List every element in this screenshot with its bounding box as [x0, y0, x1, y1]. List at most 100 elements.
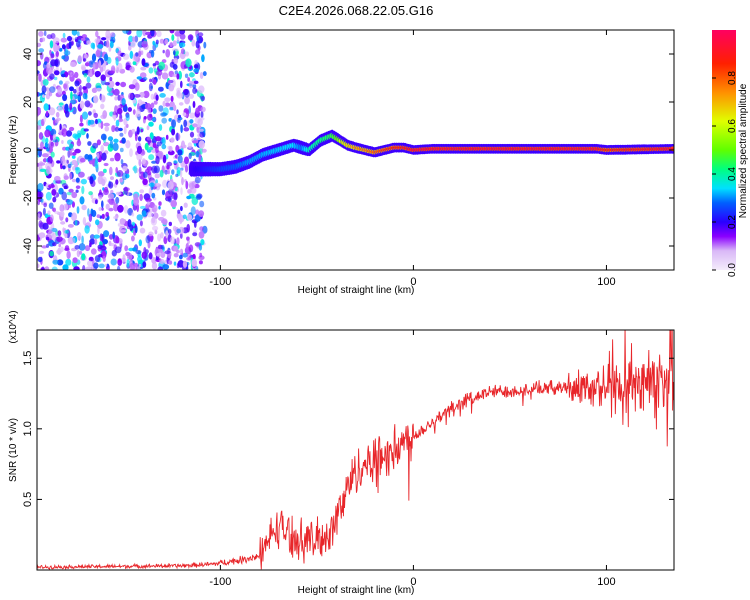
noise-cell [151, 192, 156, 199]
noise-cell [41, 85, 47, 94]
noise-cell [171, 119, 177, 128]
noise-cell [148, 121, 154, 127]
noise-cell [148, 154, 155, 161]
noise-cell [188, 244, 194, 253]
noise-cell [128, 45, 132, 51]
noise-cell [162, 264, 170, 270]
noise-cell [156, 252, 162, 257]
noise-cell [105, 203, 110, 210]
noise-cell [112, 142, 119, 152]
noise-cell [176, 73, 180, 80]
noise-cell [57, 86, 63, 95]
noise-cell [45, 148, 50, 152]
noise-cell [51, 189, 57, 196]
noise-cell [159, 93, 166, 98]
noise-cell [195, 107, 200, 114]
noise-cell [38, 132, 44, 140]
noise-cell [39, 250, 45, 254]
x-tick-label: 0 [410, 576, 416, 588]
noise-cell [149, 78, 152, 83]
noise-cell [138, 50, 142, 58]
noise-cell [43, 115, 47, 123]
noise-cell [171, 128, 176, 136]
noise-cell [150, 93, 155, 100]
noise-cell [70, 71, 73, 78]
noise-cell [155, 146, 159, 154]
noise-cell [152, 63, 156, 67]
noise-cell [117, 107, 123, 115]
noise-cell [58, 80, 63, 85]
noise-cell [185, 51, 189, 57]
noise-cell [45, 137, 49, 144]
noise-cell [119, 177, 123, 183]
noise-cell [155, 94, 159, 101]
noise-cell [164, 250, 171, 255]
y-tick-label: 1.0 [22, 421, 34, 436]
noise-cell [74, 167, 79, 171]
noise-cell [71, 178, 76, 183]
noise-cell [162, 179, 168, 188]
snr-frame [36, 329, 675, 571]
y-tick-label: 20 [22, 96, 34, 108]
noise-cell [148, 146, 154, 151]
noise-cell [37, 70, 40, 74]
noise-cell [144, 103, 152, 110]
noise-cell [183, 144, 187, 149]
noise-cell [136, 76, 142, 80]
noise-cell [160, 232, 164, 239]
noise-cell [123, 105, 128, 112]
noise-cell [37, 199, 40, 206]
noise-cell [184, 156, 189, 165]
noise-cell [83, 73, 88, 78]
noise-cell [162, 100, 166, 107]
noise-cell [124, 245, 129, 252]
noise-cell [70, 91, 73, 100]
noise-cell [152, 225, 159, 231]
noise-cell [93, 112, 98, 119]
noise-cell [185, 58, 192, 68]
noise-cell [146, 201, 151, 206]
noise-cell [156, 182, 159, 187]
noise-cell [158, 61, 166, 70]
spectrogram-ridge [188, 129, 674, 177]
noise-cell [37, 125, 42, 130]
noise-cell [167, 181, 174, 190]
noise-cell [101, 152, 107, 161]
noise-cell [59, 123, 62, 130]
noise-cell [88, 191, 93, 196]
noise-cell [107, 92, 114, 96]
noise-cell [125, 113, 130, 121]
noise-cell [48, 91, 53, 97]
noise-cell [48, 107, 56, 116]
noise-cell [89, 176, 94, 185]
noise-cell [61, 55, 66, 60]
noise-cell [45, 236, 50, 241]
noise-cell [139, 193, 143, 202]
noise-cell [188, 80, 193, 89]
noise-cell [79, 122, 84, 127]
noise-cell [195, 151, 200, 158]
noise-cell [164, 97, 171, 102]
noise-cell [115, 196, 120, 204]
noise-cell [138, 263, 142, 268]
noise-cell [187, 34, 194, 41]
noise-cell [37, 162, 40, 167]
noise-cell [127, 107, 132, 112]
noise-cell [65, 217, 69, 223]
noise-cell [153, 100, 158, 105]
colorbar-tick-label: 0.6 [727, 119, 738, 133]
noise-cell [131, 128, 136, 134]
noise-cell [123, 186, 129, 195]
noise-cell [189, 119, 194, 124]
noise-cell [95, 87, 102, 92]
noise-cell [122, 30, 129, 34]
colorbar-tick-label: 0.8 [727, 71, 738, 85]
noise-cell [161, 72, 169, 80]
noise-cell [95, 30, 99, 38]
noise-cell [53, 43, 58, 53]
noise-cell [91, 53, 97, 62]
noise-cell [97, 175, 104, 185]
noise-cell [37, 143, 40, 147]
noise-cell [119, 229, 127, 233]
